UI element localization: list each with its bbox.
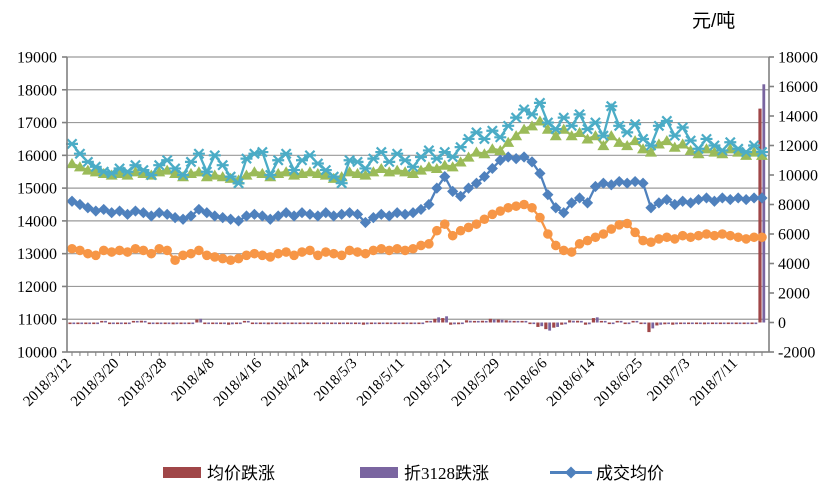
- x-axis-tick-label: 2018/5/11: [354, 356, 408, 410]
- legend-item-deal-avg-price[interactable]: 成交均价: [550, 464, 664, 483]
- x-axis-tick-label: 2018/5/21: [401, 356, 455, 410]
- y-axis-tick-label: 17000: [17, 115, 57, 132]
- y-axis-tick-label: 15000: [17, 181, 57, 198]
- x-axis-tick-label: 2018/4/16: [211, 355, 266, 410]
- x-axis-tick-label: 2018/7/3: [644, 356, 693, 405]
- legend-swatch-avg-price-change: [163, 467, 201, 478]
- axis-unit-label: 元/吨: [692, 11, 736, 32]
- x-axis-tick-label: 2018/3/28: [116, 356, 170, 410]
- y2-axis-tick-label: 6000: [778, 227, 810, 244]
- legend-marker-diamond: [565, 466, 577, 479]
- y2-axis-tick-label: 12000: [778, 138, 818, 155]
- y-axis-tick-label: 18000: [17, 82, 57, 99]
- y2-axis-tick-label: 8000: [778, 197, 810, 214]
- legend-label: 成交均价: [596, 464, 664, 483]
- series-avg-price-change: [68, 108, 762, 333]
- x-axis-tick-label: 2018/4/24: [258, 355, 313, 410]
- x-axis-tick-label: 2018/5/29: [449, 356, 503, 410]
- legend: 均价跌涨 折3128跌涨 成交均价: [163, 464, 664, 483]
- x-axis-tick-label: 2018/6/25: [592, 356, 646, 410]
- y-axis-tick-label: 12000: [17, 279, 57, 296]
- axes: [62, 56, 774, 356]
- y-axis-tick-label: 11000: [18, 312, 57, 329]
- gridlines: [67, 56, 769, 353]
- x-axis-tick-label: 2018/3/12: [20, 356, 74, 410]
- y2-axis-tick-label: -2000: [778, 345, 815, 362]
- legend-label: 折3128跌涨: [404, 464, 489, 483]
- right-axis-labels: 18000 16000 14000 12000 10000 8000 6000 4000 200…: [778, 50, 818, 362]
- legend-label: 均价跌涨: [207, 464, 275, 483]
- y-axis-tick-label: 10000: [17, 345, 57, 362]
- y-axis-tick-label: 19000: [17, 50, 57, 67]
- y-axis-tick-label: 16000: [17, 148, 57, 165]
- series-teal-index: [66, 97, 768, 189]
- y2-axis-tick-label: 14000: [778, 109, 818, 126]
- y-axis-tick-label: 13000: [17, 246, 57, 263]
- x-axis-tick-label: 2018/6/6: [502, 355, 551, 404]
- legend-item-zhe3128-change[interactable]: 折3128跌涨: [360, 464, 489, 483]
- y2-axis-tick-label: 16000: [778, 79, 818, 96]
- legend-swatch-zhe3128-change: [360, 467, 398, 478]
- x-axis-labels: 2018/3/122018/3/202018/3/282018/4/82018/…: [20, 355, 741, 410]
- x-axis-tick-label: 2018/5/3: [311, 356, 360, 405]
- series-zhe3128-change: [72, 84, 766, 331]
- y2-axis-tick-label: 18000: [778, 50, 818, 67]
- legend-item-avg-price-change[interactable]: 均价跌涨: [163, 464, 275, 483]
- y2-axis-tick-label: 10000: [778, 168, 818, 185]
- y2-axis-tick-label: 0: [778, 315, 786, 332]
- x-axis-tick-label: 2018/3/20: [68, 356, 122, 410]
- left-axis-labels: 19000 18000 17000 16000 15000 14000 13000 12000…: [17, 50, 57, 362]
- x-axis-tick-label: 2018/6/14: [544, 355, 599, 410]
- x-axis-tick-label: 2018/4/8: [169, 356, 218, 405]
- x-axis-tick-label: 2018/7/11: [687, 356, 741, 410]
- y2-axis-tick-label: 4000: [778, 256, 810, 273]
- y-axis-tick-label: 14000: [17, 213, 57, 230]
- series-orange-avg: [67, 199, 767, 266]
- series-deal-avg-price: [66, 151, 768, 229]
- y2-axis-tick-label: 2000: [778, 286, 810, 303]
